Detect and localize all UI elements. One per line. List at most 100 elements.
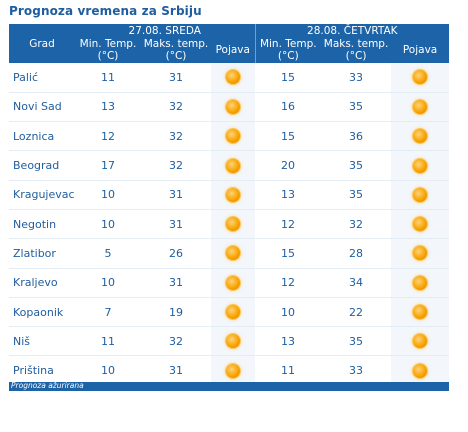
max-temp-day2-cell: 28 <box>321 238 392 269</box>
phenomenon-day1-cell <box>211 297 256 328</box>
page-title: Prognoza vremena za Srbiju <box>9 4 202 18</box>
min-temp-day2-cell: 11 <box>255 355 322 386</box>
max-temp-day2-cell: 34 <box>321 268 392 298</box>
sun-icon <box>413 158 428 173</box>
sun-icon <box>226 99 241 114</box>
sun-icon <box>413 187 428 202</box>
sun-icon <box>413 217 428 232</box>
max-temp-day1-cell: 31 <box>141 63 211 93</box>
phenomenon-day1-cell <box>211 63 256 93</box>
sun-icon <box>226 275 241 290</box>
table-row: Kraljevo 10 31 12 34 <box>9 268 450 298</box>
min-temp-day2-cell: 16 <box>255 92 322 123</box>
table-row: Negotin 10 31 12 32 <box>9 209 450 240</box>
sun-icon <box>226 187 241 202</box>
city-name-cell: Zlatibor <box>9 238 75 269</box>
sun-icon <box>413 305 428 320</box>
phenomenon-day2-cell <box>391 150 450 181</box>
table-row: Beograd 17 32 20 35 <box>9 150 450 181</box>
max-temp-day2-cell: 33 <box>321 63 392 93</box>
table-row: Palić 11 31 15 33 <box>9 63 450 93</box>
city-name-cell: Novi Sad <box>9 92 75 123</box>
min-temp-day2-cell: 15 <box>255 63 322 93</box>
table-row: Kragujevac 10 31 13 35 <box>9 180 450 210</box>
min-temp-label: Min. Temp. <box>79 38 137 50</box>
phenomenon-day2-cell <box>391 238 450 269</box>
max-temp-label: Maks. temp. <box>143 38 209 50</box>
min-temp-day1-cell: 17 <box>75 150 141 181</box>
phenomenon-day1-cell <box>211 326 256 357</box>
max-temp-day2-cell: 33 <box>321 355 392 386</box>
max-temp-day2-cell: 35 <box>321 92 392 123</box>
min-temp-day2-cell: 15 <box>255 238 322 269</box>
phenomenon-day1-cell <box>211 121 256 152</box>
day-header-1: 27.08. SREDA <box>75 24 256 37</box>
max-temp-day1-cell: 32 <box>141 150 211 181</box>
table-row: Novi Sad 13 32 16 35 <box>9 92 450 123</box>
table-body: Palić 11 31 15 33 Novi Sad 13 32 16 35 Loznica 12 32… <box>9 63 450 386</box>
footer-updated-link[interactable]: Prognoza ažurirana <box>11 381 84 390</box>
min-temp-day2-cell: 20 <box>255 150 322 181</box>
min-temp-day1-cell: 12 <box>75 121 141 152</box>
phenomenon-day1-cell <box>211 268 256 298</box>
phenomenon-day1-cell <box>211 92 256 123</box>
min-temp-unit: (°C) <box>97 50 119 62</box>
max-temp-label: Maks. temp. <box>323 38 389 50</box>
city-name-cell: Kragujevac <box>9 180 75 210</box>
table-row: Kopaonik 7 19 10 22 <box>9 297 450 328</box>
sun-icon <box>413 99 428 114</box>
min-temp-day2-cell: 12 <box>255 268 322 298</box>
city-name-cell: Loznica <box>9 121 75 152</box>
column-header-phenomenon-day2: Pojava <box>391 37 450 63</box>
max-temp-day1-cell: 32 <box>141 326 211 357</box>
phenomenon-day2-cell <box>391 92 450 123</box>
max-temp-day2-cell: 36 <box>321 121 392 152</box>
min-temp-day1-cell: 10 <box>75 355 141 386</box>
max-temp-day2-cell: 35 <box>321 180 392 210</box>
city-name-cell: Kraljevo <box>9 268 75 298</box>
min-temp-day1-cell: 10 <box>75 180 141 210</box>
city-name-cell: Niš <box>9 326 75 357</box>
sun-icon <box>413 363 428 378</box>
max-temp-day1-cell: 31 <box>141 268 211 298</box>
forecast-table-container: Grad 27.08. SREDA 28.08. ČETVRTAK Min. T… <box>9 24 450 386</box>
min-temp-day2-cell: 13 <box>255 326 322 357</box>
sun-icon <box>413 129 428 144</box>
min-temp-day1-cell: 11 <box>75 326 141 357</box>
city-name-cell: Kopaonik <box>9 297 75 328</box>
min-temp-day1-cell: 11 <box>75 63 141 93</box>
phenomenon-day2-cell <box>391 297 450 328</box>
max-temp-unit: (°C) <box>345 50 367 62</box>
phenomenon-day2-cell <box>391 209 450 240</box>
column-header-min-temp-day2: Min. Temp. (°C) <box>254 37 322 63</box>
phenomenon-day2-cell <box>391 326 450 357</box>
max-temp-day2-cell: 35 <box>321 326 392 357</box>
table-row: Zlatibor 5 26 15 28 <box>9 238 450 269</box>
max-temp-day1-cell: 19 <box>141 297 211 328</box>
phenomenon-day1-cell <box>211 180 256 210</box>
column-header-max-temp-day2: Maks. temp. (°C) <box>321 37 392 63</box>
max-temp-unit: (°C) <box>165 50 187 62</box>
sun-icon <box>226 246 241 261</box>
max-temp-day1-cell: 31 <box>141 180 211 210</box>
day-header-2: 28.08. ČETVRTAK <box>254 24 450 37</box>
phenomenon-day2-cell <box>391 63 450 93</box>
sun-icon <box>413 246 428 261</box>
phenomenon-day2-cell <box>391 355 450 386</box>
min-temp-day2-cell: 15 <box>255 121 322 152</box>
min-temp-day1-cell: 10 <box>75 209 141 240</box>
phenomenon-day2-cell <box>391 268 450 298</box>
column-header-min-temp-day1: Min. Temp. (°C) <box>75 37 141 63</box>
table-row: Loznica 12 32 15 36 <box>9 121 450 152</box>
max-temp-day1-cell: 32 <box>141 121 211 152</box>
sun-icon <box>226 70 241 85</box>
min-temp-day2-cell: 12 <box>255 209 322 240</box>
max-temp-day1-cell: 31 <box>141 355 211 386</box>
sun-icon <box>413 70 428 85</box>
max-temp-day1-cell: 32 <box>141 92 211 123</box>
max-temp-day1-cell: 26 <box>141 238 211 269</box>
phenomenon-day1-cell <box>211 238 256 269</box>
min-temp-day2-cell: 13 <box>255 180 322 210</box>
city-name-cell: Palić <box>9 63 75 93</box>
max-temp-day2-cell: 32 <box>321 209 392 240</box>
